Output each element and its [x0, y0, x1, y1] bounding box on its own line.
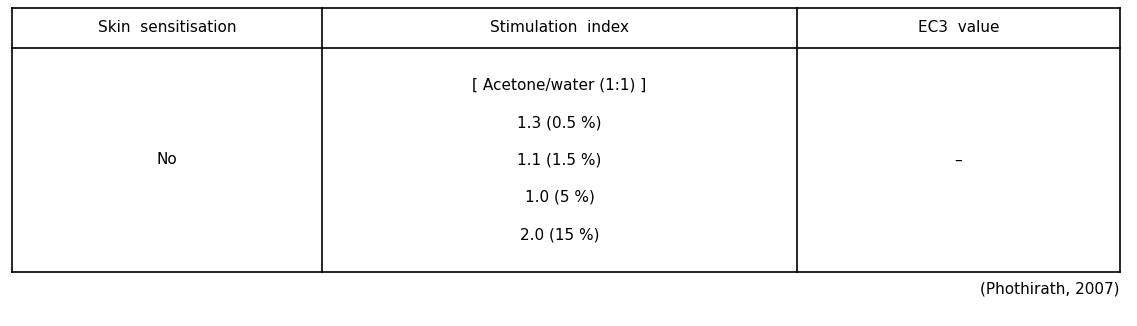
Text: 1.1 (1.5 %): 1.1 (1.5 %) — [517, 153, 601, 168]
Text: 1.0 (5 %): 1.0 (5 %) — [524, 190, 595, 205]
Text: EC3  value: EC3 value — [918, 21, 999, 36]
Text: (Phothirath, 2007): (Phothirath, 2007) — [980, 282, 1120, 297]
Text: Stimulation  index: Stimulation index — [490, 21, 629, 36]
Text: Skin  sensitisation: Skin sensitisation — [98, 21, 236, 36]
Text: [ Acetone/water (1:1) ]: [ Acetone/water (1:1) ] — [472, 78, 647, 93]
Text: 1.3 (0.5 %): 1.3 (0.5 %) — [517, 115, 601, 130]
Text: 2.0 (15 %): 2.0 (15 %) — [520, 227, 599, 242]
Text: –: – — [955, 153, 962, 168]
Text: No: No — [157, 153, 177, 168]
